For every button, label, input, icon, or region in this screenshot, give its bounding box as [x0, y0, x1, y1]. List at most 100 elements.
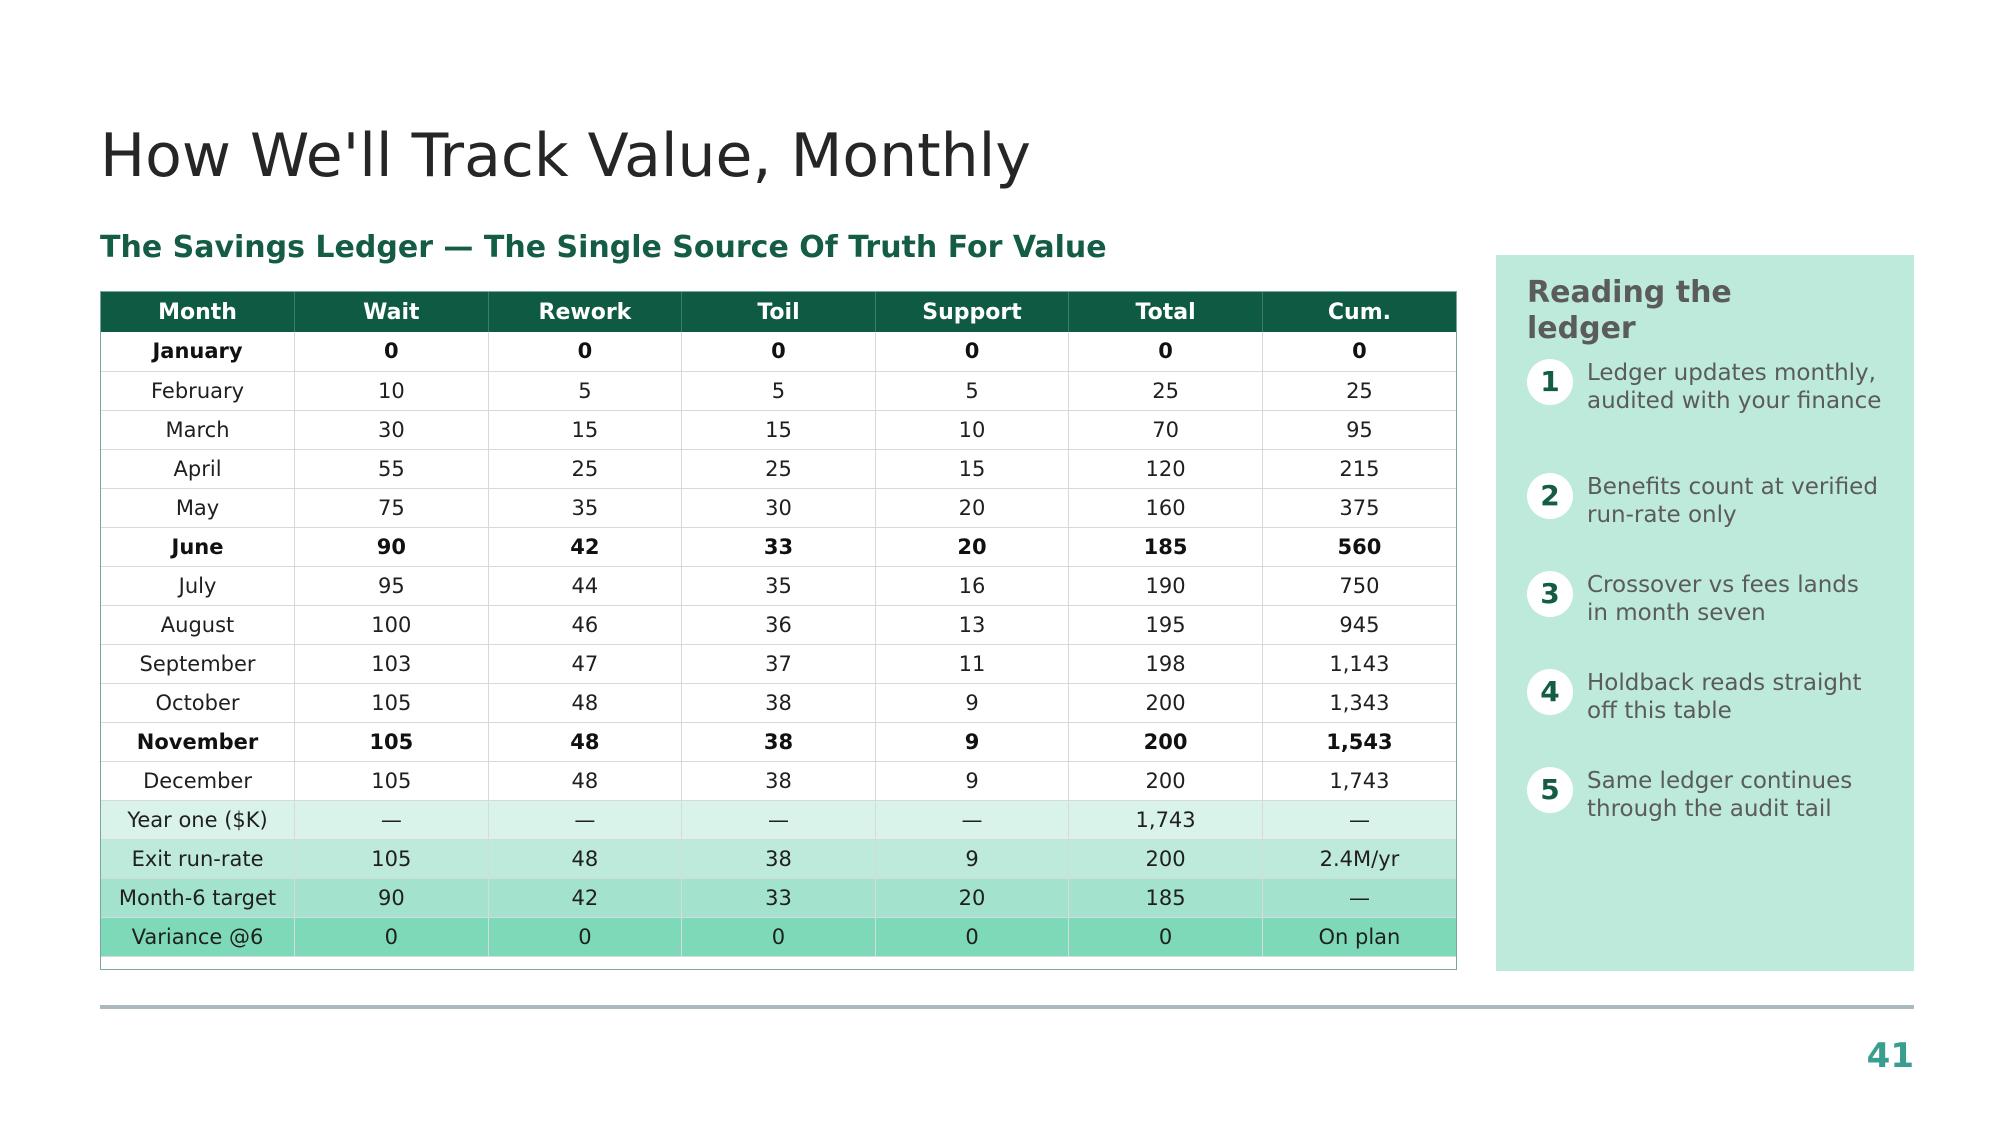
cell-support: 20	[875, 488, 1070, 528]
cell-total: 0	[1068, 332, 1263, 372]
cell-total: 200	[1068, 839, 1263, 879]
cell-support: 13	[875, 605, 1070, 645]
cell-rework: —	[488, 800, 683, 840]
cell-wait: 105	[294, 722, 489, 762]
cell-month: February	[101, 371, 296, 411]
cell-support: —	[875, 800, 1070, 840]
step-text: Benefits count at verified run-rate only	[1587, 474, 1878, 528]
cell-total: 160	[1068, 488, 1263, 528]
step-number-badge: 5	[1527, 767, 1573, 813]
cell-support: 20	[875, 878, 1070, 918]
table-row: August 100 46 36 13 195 945	[101, 605, 1456, 645]
cell-toil: 25	[681, 449, 876, 489]
cell-cumulative: 375	[1262, 488, 1456, 528]
cell-month: September	[101, 644, 296, 684]
header-toil: Toil	[681, 292, 876, 332]
table-row: October 105 48 38 9 200 1,343	[101, 683, 1456, 723]
cell-toil: 38	[681, 683, 876, 723]
cell-wait: 55	[294, 449, 489, 489]
header-cumulative: Cum.	[1262, 292, 1456, 332]
cell-cumulative: 215	[1262, 449, 1456, 489]
cell-support: 15	[875, 449, 1070, 489]
cell-total: 195	[1068, 605, 1263, 645]
table-row: November 105 48 38 9 200 1,543	[101, 722, 1456, 762]
cell-wait: 0	[294, 917, 489, 957]
cell-toil: 33	[681, 527, 876, 567]
table-row: December 105 48 38 9 200 1,743	[101, 761, 1456, 801]
cell-cumulative: 1,543	[1262, 722, 1456, 762]
cell-rework: 42	[488, 527, 683, 567]
cell-rework: 0	[488, 332, 683, 372]
cell-cumulative: 560	[1262, 527, 1456, 567]
cell-cumulative: 95	[1262, 410, 1456, 450]
cell-cumulative: 1,143	[1262, 644, 1456, 684]
cell-total: 0	[1068, 917, 1263, 957]
cell-month: Year one ($K)	[101, 800, 296, 840]
cell-support: 5	[875, 371, 1070, 411]
cell-toil: 5	[681, 371, 876, 411]
header-total: Total	[1068, 292, 1263, 332]
ledger-subtitle: The Savings Ledger — The Single Source O…	[100, 230, 1107, 265]
cell-wait: 0	[294, 332, 489, 372]
cell-support: 9	[875, 839, 1070, 879]
cell-month: January	[101, 332, 296, 372]
cell-total: 120	[1068, 449, 1263, 489]
cell-wait: 75	[294, 488, 489, 528]
step-text: Same ledger continues through the audit …	[1587, 768, 1853, 822]
reading-the-ledger-panel: Reading the ledger 1 Ledger updates month…	[1496, 255, 1914, 971]
cell-rework: 35	[488, 488, 683, 528]
table-row: March 30 15 15 10 70 95	[101, 410, 1456, 450]
cell-support: 0	[875, 917, 1070, 957]
cell-month: November	[101, 722, 296, 762]
cell-wait: —	[294, 800, 489, 840]
cell-total: 25	[1068, 371, 1263, 411]
step-text: Ledger updates monthly, audited with you…	[1587, 360, 1882, 414]
cell-cumulative: 750	[1262, 566, 1456, 606]
cell-month: March	[101, 410, 296, 450]
panel-title: Reading the ledger	[1527, 275, 1732, 346]
cell-wait: 30	[294, 410, 489, 450]
cell-wait: 103	[294, 644, 489, 684]
cell-total: 185	[1068, 878, 1263, 918]
cell-month: October	[101, 683, 296, 723]
footer-divider	[100, 1005, 1914, 1009]
table-row: September 103 47 37 11 198 1,143	[101, 644, 1456, 684]
table-row: February 10 5 5 5 25 25	[101, 371, 1456, 411]
cell-total: 190	[1068, 566, 1263, 606]
cell-total: 200	[1068, 761, 1263, 801]
cell-wait: 105	[294, 683, 489, 723]
cell-toil: 38	[681, 839, 876, 879]
cell-toil: 38	[681, 722, 876, 762]
cell-cumulative: 1,743	[1262, 761, 1456, 801]
cell-month: July	[101, 566, 296, 606]
cell-toil: 36	[681, 605, 876, 645]
step-number-badge: 3	[1527, 571, 1573, 617]
step-text: Crossover vs fees lands in month seven	[1587, 572, 1859, 626]
cell-cumulative: 0	[1262, 332, 1456, 372]
table-row: July 95 44 35 16 190 750	[101, 566, 1456, 606]
cell-cumulative: 1,343	[1262, 683, 1456, 723]
step-text: Holdback reads straight off this table	[1587, 670, 1862, 724]
cell-total: 70	[1068, 410, 1263, 450]
cell-support: 10	[875, 410, 1070, 450]
cell-support: 0	[875, 332, 1070, 372]
cell-toil: 38	[681, 761, 876, 801]
header-wait: Wait	[294, 292, 489, 332]
cell-support: 11	[875, 644, 1070, 684]
cell-month: May	[101, 488, 296, 528]
cell-cumulative: On plan	[1262, 917, 1456, 957]
cell-rework: 15	[488, 410, 683, 450]
cell-month: August	[101, 605, 296, 645]
cell-rework: 48	[488, 839, 683, 879]
cell-cumulative: 25	[1262, 371, 1456, 411]
header-rework: Rework	[488, 292, 683, 332]
savings-ledger-table: Month Wait Rework Toil Support Total Cum…	[101, 292, 1456, 957]
step-number-badge: 1	[1527, 359, 1573, 405]
cell-toil: 30	[681, 488, 876, 528]
page-number: 41	[1866, 1036, 1914, 1076]
cell-rework: 44	[488, 566, 683, 606]
savings-ledger-table-container: Month Wait Rework Toil Support Total Cum…	[100, 291, 1457, 970]
cell-wait: 100	[294, 605, 489, 645]
cell-month: December	[101, 761, 296, 801]
table-row: June 90 42 33 20 185 560	[101, 527, 1456, 567]
